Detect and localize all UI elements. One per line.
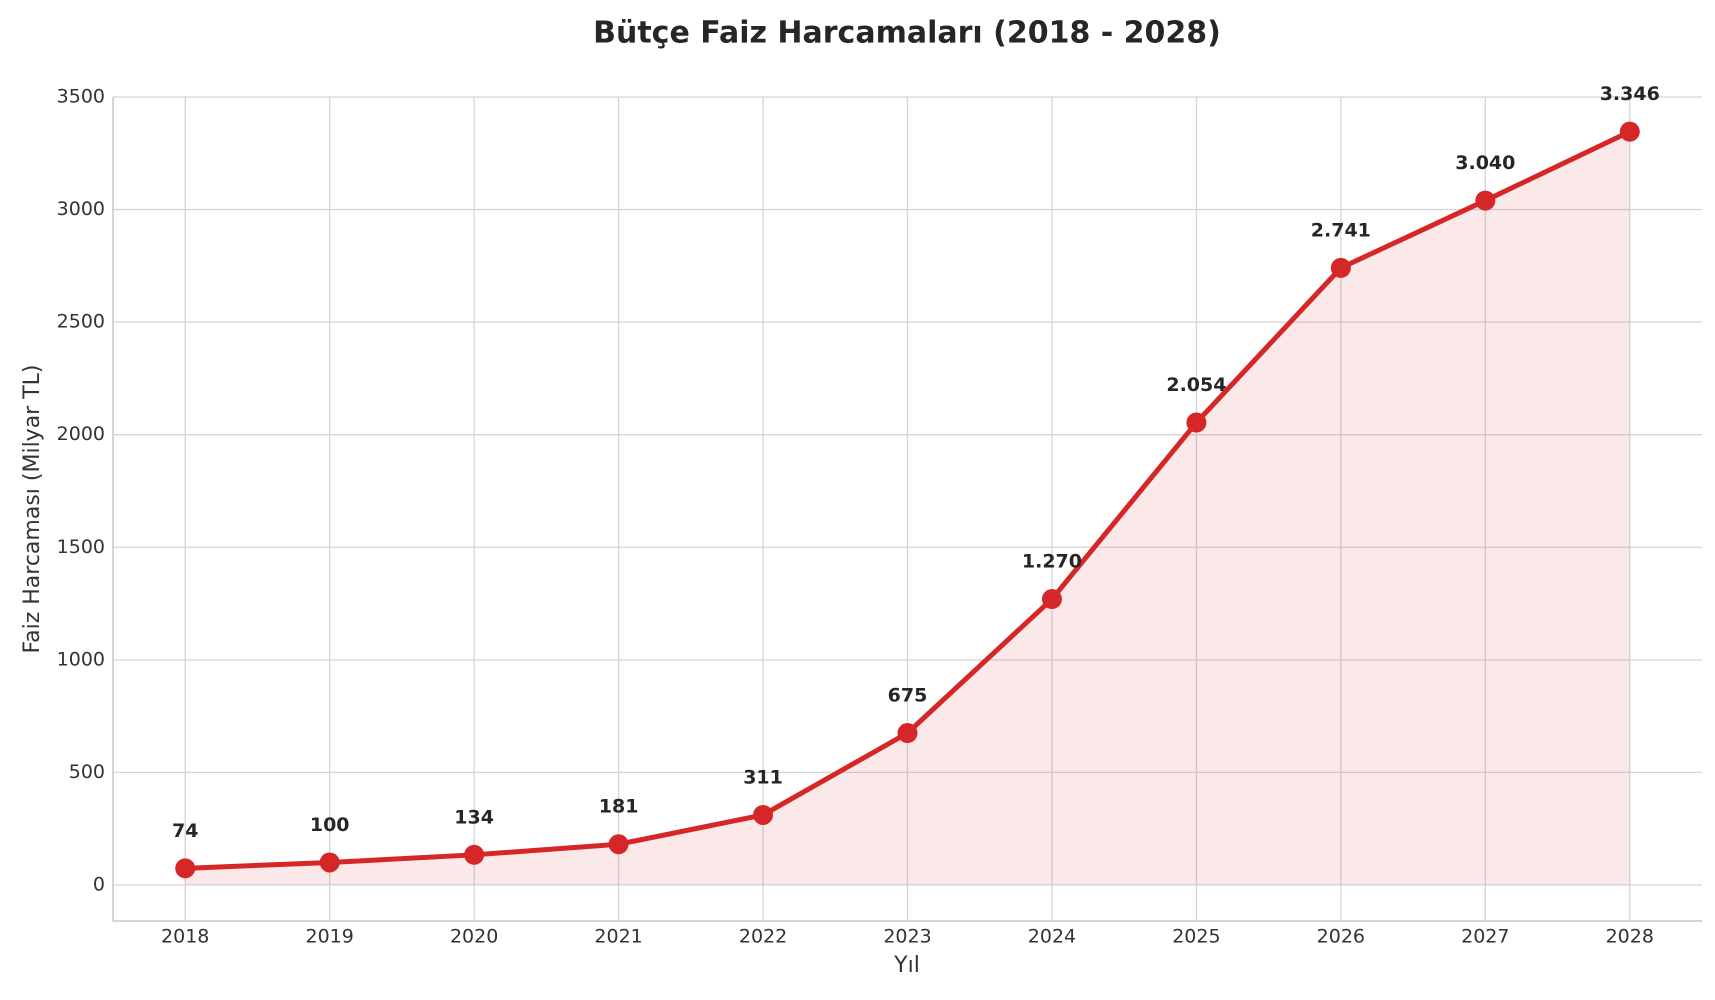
- value-label: 3.040: [1455, 152, 1515, 174]
- value-label: 1.270: [1022, 551, 1082, 573]
- x-tick-label: 2019: [306, 926, 354, 948]
- value-label: 3.346: [1600, 83, 1660, 105]
- value-label: 2.054: [1166, 374, 1226, 396]
- x-tick-label: 2025: [1172, 926, 1220, 948]
- area: [185, 131, 1630, 885]
- y-tick-label: 1000: [57, 648, 105, 670]
- y-tick-label: 1500: [57, 536, 105, 558]
- marker: [175, 858, 196, 879]
- chart-title: Bütçe Faiz Harcamaları (2018 - 2028): [593, 16, 1221, 51]
- y-tick-label: 3500: [57, 86, 105, 108]
- x-tick-label: 2023: [883, 926, 931, 948]
- x-tick-label: 2024: [1028, 926, 1076, 948]
- marker: [608, 834, 629, 855]
- value-label: 675: [888, 685, 928, 707]
- value-label: 2.741: [1311, 219, 1371, 241]
- value-label: 74: [172, 820, 198, 842]
- x-axis-label: Yıl: [893, 953, 920, 978]
- y-tick-label: 0: [93, 873, 105, 895]
- marker: [1475, 190, 1496, 211]
- value-label: 134: [454, 806, 494, 828]
- marker: [464, 844, 485, 865]
- x-tick-label: 2028: [1606, 926, 1654, 948]
- x-tick-label: 2026: [1317, 926, 1365, 948]
- value-label: 100: [310, 814, 350, 836]
- x-tick-label: 2020: [450, 926, 498, 948]
- marker: [1330, 257, 1351, 278]
- value-label: 311: [743, 766, 783, 788]
- marker: [1619, 121, 1640, 142]
- x-tick-label: 2022: [739, 926, 787, 948]
- value-label: 181: [599, 796, 639, 818]
- marker: [753, 804, 774, 825]
- marker: [897, 723, 918, 744]
- y-axis-label: Faiz Harcaması (Milyar TL): [20, 364, 45, 653]
- x-tick-label: 2027: [1461, 926, 1509, 948]
- x-tick-label: 2021: [594, 926, 642, 948]
- marker: [1041, 589, 1062, 610]
- y-tick-label: 2500: [57, 311, 105, 333]
- y-tick-label: 500: [69, 761, 105, 783]
- marker: [319, 852, 340, 873]
- y-tick-label: 2000: [57, 423, 105, 445]
- x-tick-label: 2018: [161, 926, 209, 948]
- y-tick-label: 3000: [57, 198, 105, 220]
- marker: [1186, 412, 1207, 433]
